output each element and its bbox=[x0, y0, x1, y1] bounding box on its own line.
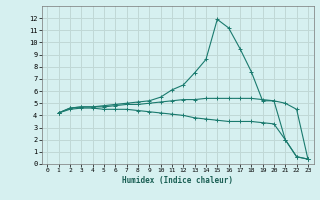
X-axis label: Humidex (Indice chaleur): Humidex (Indice chaleur) bbox=[122, 176, 233, 185]
